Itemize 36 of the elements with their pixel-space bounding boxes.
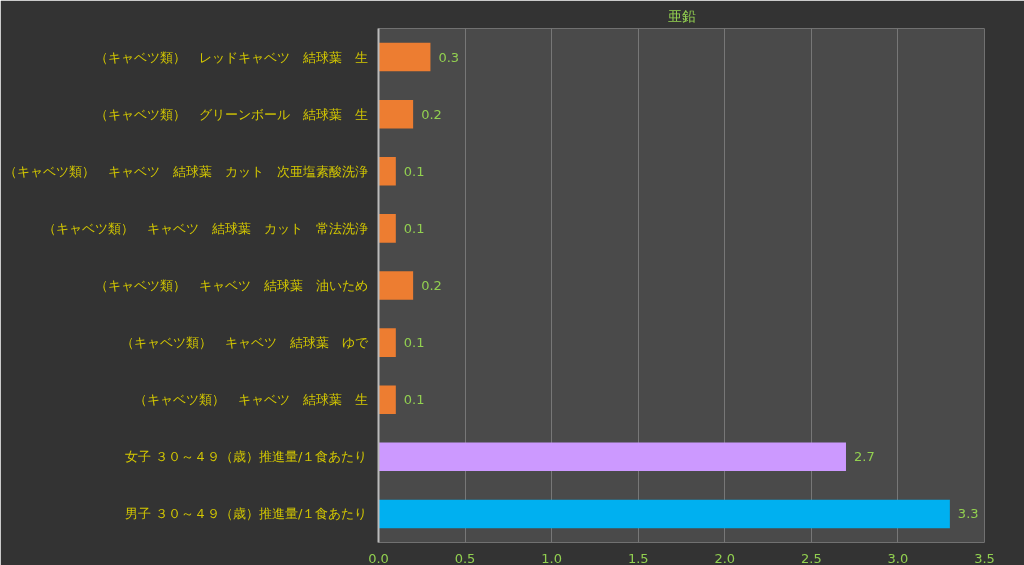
bar: [378, 499, 950, 529]
x-tick-label: 1.5: [627, 550, 649, 565]
y-tick-label: （キャベツ類） グリーンボール 結球葉 生: [94, 106, 368, 122]
bar: [378, 214, 396, 243]
y-tick-label: （キャベツ類） レッドキャベツ 結球葉 生: [94, 49, 368, 65]
bar: [378, 271, 414, 300]
y-tick-label: （キャベツ類） キャベツ 結球葉 油いため: [94, 278, 368, 293]
bar: [378, 157, 396, 186]
x-tick-label: 3.5: [974, 550, 995, 565]
data-label: 0.1: [403, 220, 425, 236]
chart-title: 亜鉛: [667, 7, 696, 24]
x-tick-label: 0.0: [368, 550, 389, 565]
x-tick-label: 2.5: [801, 550, 822, 565]
y-tick-label: （キャベツ類） キャベツ 結球葉 生: [133, 392, 368, 408]
x-tick-label: 2.0: [714, 550, 736, 565]
y-tick-label: 女子 ３０～４９（歳）推進量/１食あたり: [124, 449, 368, 465]
data-label: 0.1: [403, 163, 425, 179]
data-label: 0.2: [421, 278, 442, 293]
x-tick-label: 1.0: [541, 550, 562, 565]
y-tick-label: （キャベツ類） キャベツ 結球葉 ゆで: [120, 335, 369, 351]
y-tick-label: 男子 ３０～４９（歳）推進量/１食あたり: [124, 506, 368, 522]
data-label: 2.7: [853, 449, 875, 465]
y-tick-label: （キャベツ類） キャベツ 結球葉 カット 常法洗浄: [42, 220, 368, 236]
data-label: 0.1: [403, 392, 425, 408]
bar: [378, 328, 396, 357]
bar: [378, 442, 846, 472]
data-label: 0.1: [403, 335, 425, 351]
y-tick-label: （キャベツ類） キャベツ 結球葉 カット 次亜塩素酸洗浄: [3, 163, 368, 179]
bar: [378, 42, 431, 72]
bar: [378, 385, 396, 414]
data-label: 0.3: [438, 49, 460, 65]
data-label: 0.2: [421, 106, 442, 122]
x-tick-label: 0.5: [454, 550, 476, 565]
x-tick-label: 3.0: [887, 550, 909, 565]
bar: [378, 99, 414, 129]
data-label: 3.3: [957, 506, 979, 522]
